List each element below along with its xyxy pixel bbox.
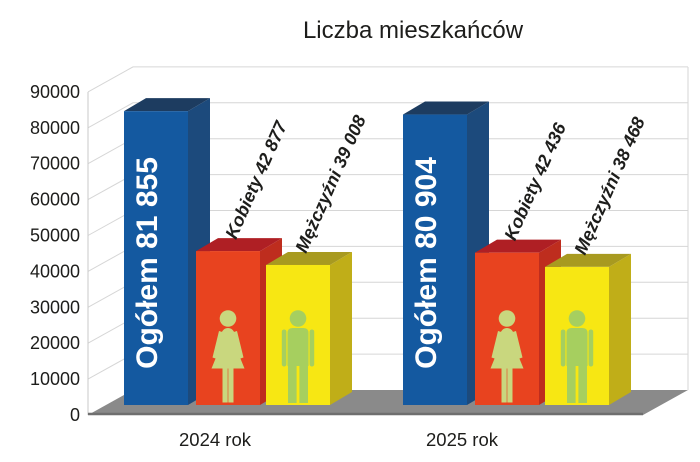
y-tick-label: 80000 <box>30 118 80 138</box>
bar-front-face <box>403 114 467 406</box>
chart-title: Liczba mieszkańców <box>303 17 524 44</box>
gridline <box>87 102 688 129</box>
bar-top-face <box>196 238 282 252</box>
bar-top-face <box>124 98 210 112</box>
bar-total-label: Ogółem 80 904 <box>410 157 443 369</box>
y-tick-label: 90000 <box>30 82 80 102</box>
y-tick-label: 50000 <box>30 226 80 246</box>
x-axis-label-2025: 2025 rok <box>426 429 499 450</box>
y-tick-label: 10000 <box>30 369 80 389</box>
bar-front-face <box>124 111 188 405</box>
y-tick-label: 70000 <box>30 154 80 174</box>
bar-top-face <box>545 253 631 267</box>
y-tick-label: 40000 <box>30 261 80 281</box>
y-tick-label: 20000 <box>30 333 80 353</box>
y-axis: 0 10000 20000 30000 40000 50000 60000 70000 8000… <box>30 82 80 425</box>
y-tick-label: 30000 <box>30 297 80 317</box>
bar-top-face <box>266 251 352 265</box>
bar-top-face <box>475 239 561 253</box>
x-axis-label-2024: 2024 rok <box>179 429 252 450</box>
y-tick-label: 0 <box>70 405 80 425</box>
bar-total-label: Ogółem 81 855 <box>131 157 164 369</box>
gridline <box>87 66 688 93</box>
bar-ogółem-2024-rok: Ogółem 81 855 <box>124 98 210 405</box>
y-tick-label: 60000 <box>30 190 80 210</box>
bar-side-face <box>609 253 631 405</box>
bar-top-face <box>403 101 489 115</box>
chart-left-wall <box>88 67 133 415</box>
bar-side-face <box>330 251 352 405</box>
